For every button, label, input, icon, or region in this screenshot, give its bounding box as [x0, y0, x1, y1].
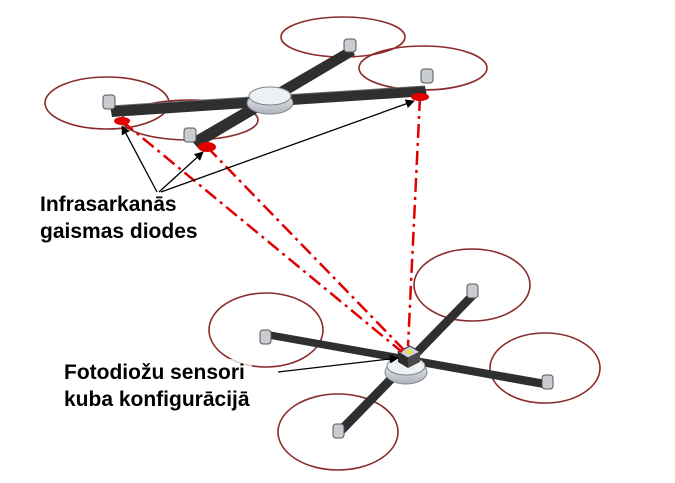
- beam-from-right-led: [406, 96, 422, 347]
- lower-motor-front: [332, 423, 345, 439]
- beam-from-front-led: [206, 146, 405, 351]
- arrow-to-right-led: [160, 99, 415, 193]
- infrared-leds-label-line1: Infrasarkanās: [40, 193, 177, 216]
- infrared-beams: [121, 96, 422, 353]
- upper-motor-front: [183, 127, 197, 143]
- upper-motor-back: [343, 38, 357, 53]
- lower-rotor-ring-right: [489, 332, 601, 404]
- sensor-pointer-arrow: [277, 354, 399, 373]
- lower-motor-left: [259, 329, 272, 345]
- lower-rotor-ring-back: [413, 248, 531, 322]
- upper-quadcopter: [44, 16, 488, 152]
- arrow-to-front-led: [158, 151, 204, 193]
- photodiode-sensors-label-line2: kuba konfigurācijā: [64, 388, 250, 411]
- led-pointer-arrows: [121, 99, 415, 193]
- upper-motor-right: [420, 68, 434, 84]
- photodiode-cube-icon: [396, 345, 422, 368]
- lower-rotor-ring-front: [277, 393, 399, 471]
- infrared-leds-label: Infrasarkanās gaismas diodes: [40, 191, 198, 245]
- upper-hub: [246, 86, 294, 115]
- arrow-to-left-led: [121, 125, 158, 193]
- infrared-leds-label-line2: gaismas diodes: [40, 220, 198, 243]
- beam-from-left-led: [121, 120, 403, 353]
- upper-motor-left: [102, 94, 116, 110]
- lower-quadcopter: [208, 248, 601, 471]
- photodiode-sensors-label-line1: Fotodiožu sensori: [64, 361, 245, 384]
- photodiode-sensors-label: Fotodiožu sensori kuba konfigurācijā: [62, 359, 252, 413]
- lower-motor-back: [466, 283, 479, 299]
- lower-motor-right: [541, 374, 554, 390]
- lower-rotor-ring-left: [208, 292, 324, 368]
